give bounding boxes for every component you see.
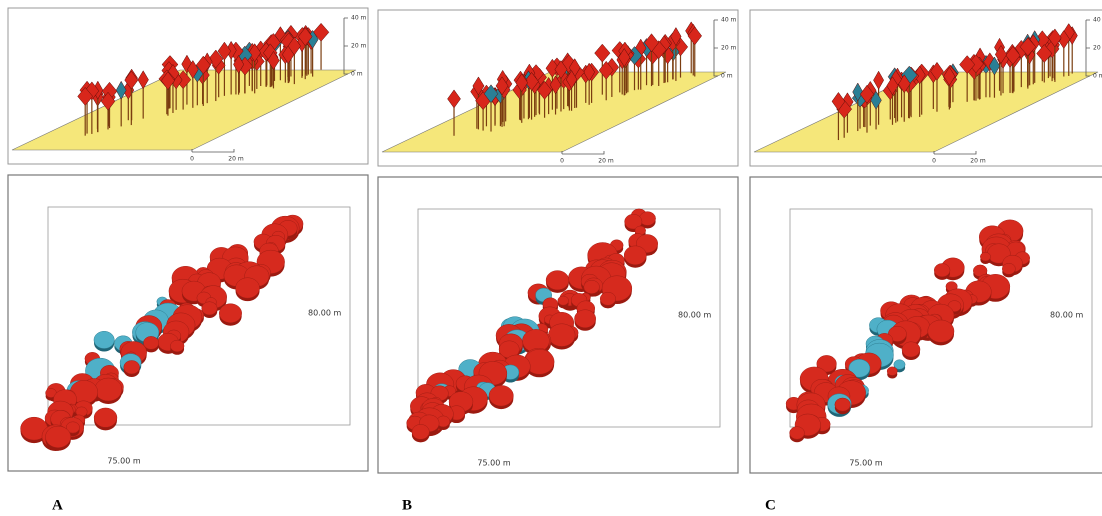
height-tick-label: 0 m [1093,73,1102,80]
scale-label: 20 m [598,158,614,165]
crown [202,302,218,315]
crown [94,408,117,427]
map-height-label: 80.00 m [308,309,341,318]
crown [928,320,954,342]
crown [980,252,990,261]
scale-label: 20 m [228,156,244,163]
height-tick-label: 20 m [351,43,367,50]
height-tick-label: 40 m [351,15,367,22]
crown [835,398,851,411]
height-tick-label: 40 m [721,17,737,24]
crown [1002,263,1015,274]
crown-map: 80.00 m 75.00 m [378,177,738,473]
panel: 40 m 20 m 0 m 0 20 m 80.00 m 75.00 m [8,8,368,471]
map-width-label: 75.00 m [107,457,140,466]
panel: 40 m 20 m 0 m 0 20 m 80.00 m 75.00 m [750,10,1102,473]
crown [600,292,615,305]
panel-label: B [402,497,412,513]
map-height-label: 80.00 m [1050,311,1083,320]
height-tick-label: 0 m [721,73,733,80]
scale-label: 20 m [970,158,986,165]
crown [584,280,600,293]
crown [887,367,897,376]
crown [143,336,158,349]
crown [412,424,430,439]
map-height-label: 80.00 m [678,311,711,320]
crown [124,360,140,374]
crown [219,304,241,323]
crown [902,342,920,357]
crown [575,310,596,328]
scale-label: 0 [932,158,936,165]
map-width-label: 75.00 m [477,459,510,468]
crown-map: 80.00 m 75.00 m [750,177,1102,473]
crown [95,378,122,401]
crown [934,263,950,276]
crown [45,426,70,448]
map-width-label: 75.00 m [849,459,882,468]
crown [548,324,575,347]
figure: 40 m 20 m 0 m 0 20 m 80.00 m 75.00 m A 40 m 20 m 0… [0,0,1102,516]
crown [94,331,114,348]
crown [546,271,569,290]
crown [558,296,569,305]
scale-label: 0 [190,156,194,163]
scale-label: 0 [560,158,564,165]
crown [624,246,646,265]
height-tick-label: 40 m [1093,17,1102,24]
crown-map: 80.00 m 75.00 m [8,175,368,471]
crown [170,340,184,352]
crown [790,427,805,440]
panel-label: A [52,497,63,513]
crown [236,278,260,298]
height-tick-label: 20 m [1093,45,1102,52]
panel-label: C [765,497,776,513]
crown [489,385,513,406]
panel: 40 m 20 m 0 m 0 20 m 80.00 m 75.00 m [378,10,738,473]
height-tick-label: 20 m [721,45,737,52]
height-tick-label: 0 m [351,71,363,78]
